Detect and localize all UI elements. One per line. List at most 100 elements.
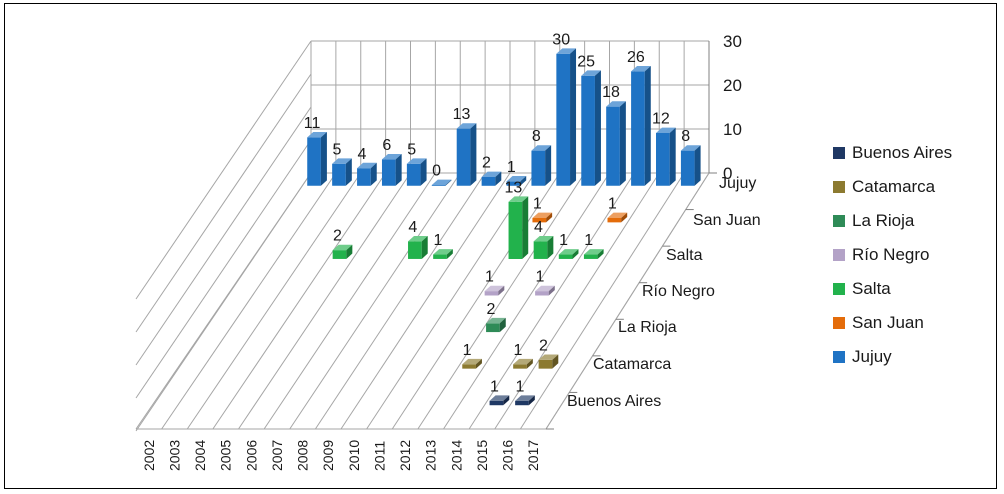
bar-front [456, 128, 471, 186]
bar-data-label: 13 [453, 106, 471, 123]
bar-top [656, 127, 676, 133]
bar-side [395, 154, 402, 186]
bar-top [332, 158, 352, 164]
bar-buenos-aires [489, 395, 510, 406]
bar-jujuy [606, 101, 626, 186]
bar-jujuy [357, 162, 377, 186]
year-tick-label: 2002 [141, 440, 157, 471]
legend-label: San Juan [852, 313, 924, 332]
bar-front [481, 177, 496, 186]
bar-san-juan [607, 212, 628, 223]
bar-side [495, 171, 502, 186]
bar-san-juan [532, 212, 553, 223]
legend-item: La Rioja [833, 211, 915, 230]
year-tick-label: 2009 [320, 440, 336, 471]
bar-jujuy [406, 158, 427, 186]
bar-front [431, 185, 446, 186]
bar-front [538, 359, 553, 369]
bar-r-o-negro [484, 285, 505, 296]
bar-catamarca [538, 354, 559, 369]
chart-element [443, 172, 610, 430]
chart-element [135, 139, 312, 399]
bar-side [346, 244, 353, 259]
bar-data-label: 8 [532, 128, 541, 145]
year-tick-label: 2015 [474, 440, 490, 471]
chart-element [391, 172, 561, 430]
bar-top [484, 285, 505, 292]
bar-data-label: 1 [490, 378, 499, 395]
bar-side [445, 179, 452, 186]
bar-buenos-aires [515, 395, 535, 406]
legend-label: Buenos Aires [852, 143, 952, 162]
legend-item: Jujuy [833, 347, 892, 366]
bar-front [332, 250, 347, 259]
year-tick-label: 2011 [371, 441, 387, 471]
chart-element [340, 172, 511, 430]
year-tick-label: 2014 [448, 440, 464, 471]
bar-top [431, 179, 452, 185]
bar-top [631, 66, 651, 72]
bar-data-label: 1 [608, 196, 617, 213]
bar-jujuy [631, 66, 651, 186]
bar-data-label: 11 [304, 115, 321, 132]
bar-front [607, 217, 622, 223]
year-tick-label: 2004 [192, 440, 208, 471]
bar-top [357, 162, 377, 169]
bar-jujuy [556, 48, 577, 186]
bar-side [694, 145, 701, 186]
bar-side [420, 158, 427, 186]
bar-front [408, 241, 422, 259]
bar-front [533, 241, 548, 259]
bar-front [556, 53, 571, 186]
bar-top [556, 48, 577, 54]
bar-top [607, 212, 628, 218]
bar-front [508, 201, 523, 259]
bar-data-label: 4 [534, 219, 543, 236]
bar-data-label: 6 [382, 137, 391, 154]
bar-data-label: 1 [584, 232, 593, 249]
bar-front [532, 217, 547, 223]
bar-side [528, 395, 535, 406]
legend-swatch [833, 147, 845, 159]
bar-top [433, 249, 453, 255]
chart-element [263, 172, 436, 430]
bar-data-label: 0 [432, 163, 441, 180]
legend-label: La Rioja [852, 211, 915, 230]
chart-element [212, 172, 387, 430]
bar-jujuy [381, 154, 402, 186]
year-tick-label: 2017 [525, 440, 541, 471]
bar-side [498, 285, 505, 296]
bar-side [644, 66, 651, 186]
bar-front [486, 323, 500, 333]
z-tick-label: 10 [723, 120, 742, 139]
row-label: La Rioja [618, 319, 677, 336]
bar-side [370, 162, 377, 186]
bar-jujuy [456, 123, 477, 186]
bar-data-label: 26 [627, 49, 645, 66]
bar-front [606, 106, 620, 186]
bar-front [406, 163, 421, 186]
bar-data-label: 1 [485, 269, 494, 286]
bar-front [583, 254, 598, 259]
legend-item: Buenos Aires [833, 143, 952, 162]
year-tick-label: 2003 [166, 440, 182, 471]
bar-front [680, 150, 695, 186]
bar-front [531, 150, 546, 186]
z-tick-label: 20 [723, 76, 742, 95]
bar-top [583, 249, 604, 255]
year-tick-label: 2016 [500, 440, 516, 471]
bar-jujuy [581, 70, 601, 186]
bar-side [475, 358, 482, 369]
row-label: Buenos Aires [567, 393, 661, 410]
bar-side [594, 70, 601, 186]
bar-side [547, 235, 554, 259]
bar-data-label: 1 [533, 196, 542, 213]
legend-swatch [833, 215, 845, 227]
bar-top [532, 212, 553, 218]
bar-catamarca [462, 358, 482, 369]
bar-side [546, 212, 553, 223]
bar-front [631, 71, 645, 186]
bar-side [548, 285, 555, 296]
bar-salta [408, 235, 428, 259]
bar-top [535, 285, 555, 292]
